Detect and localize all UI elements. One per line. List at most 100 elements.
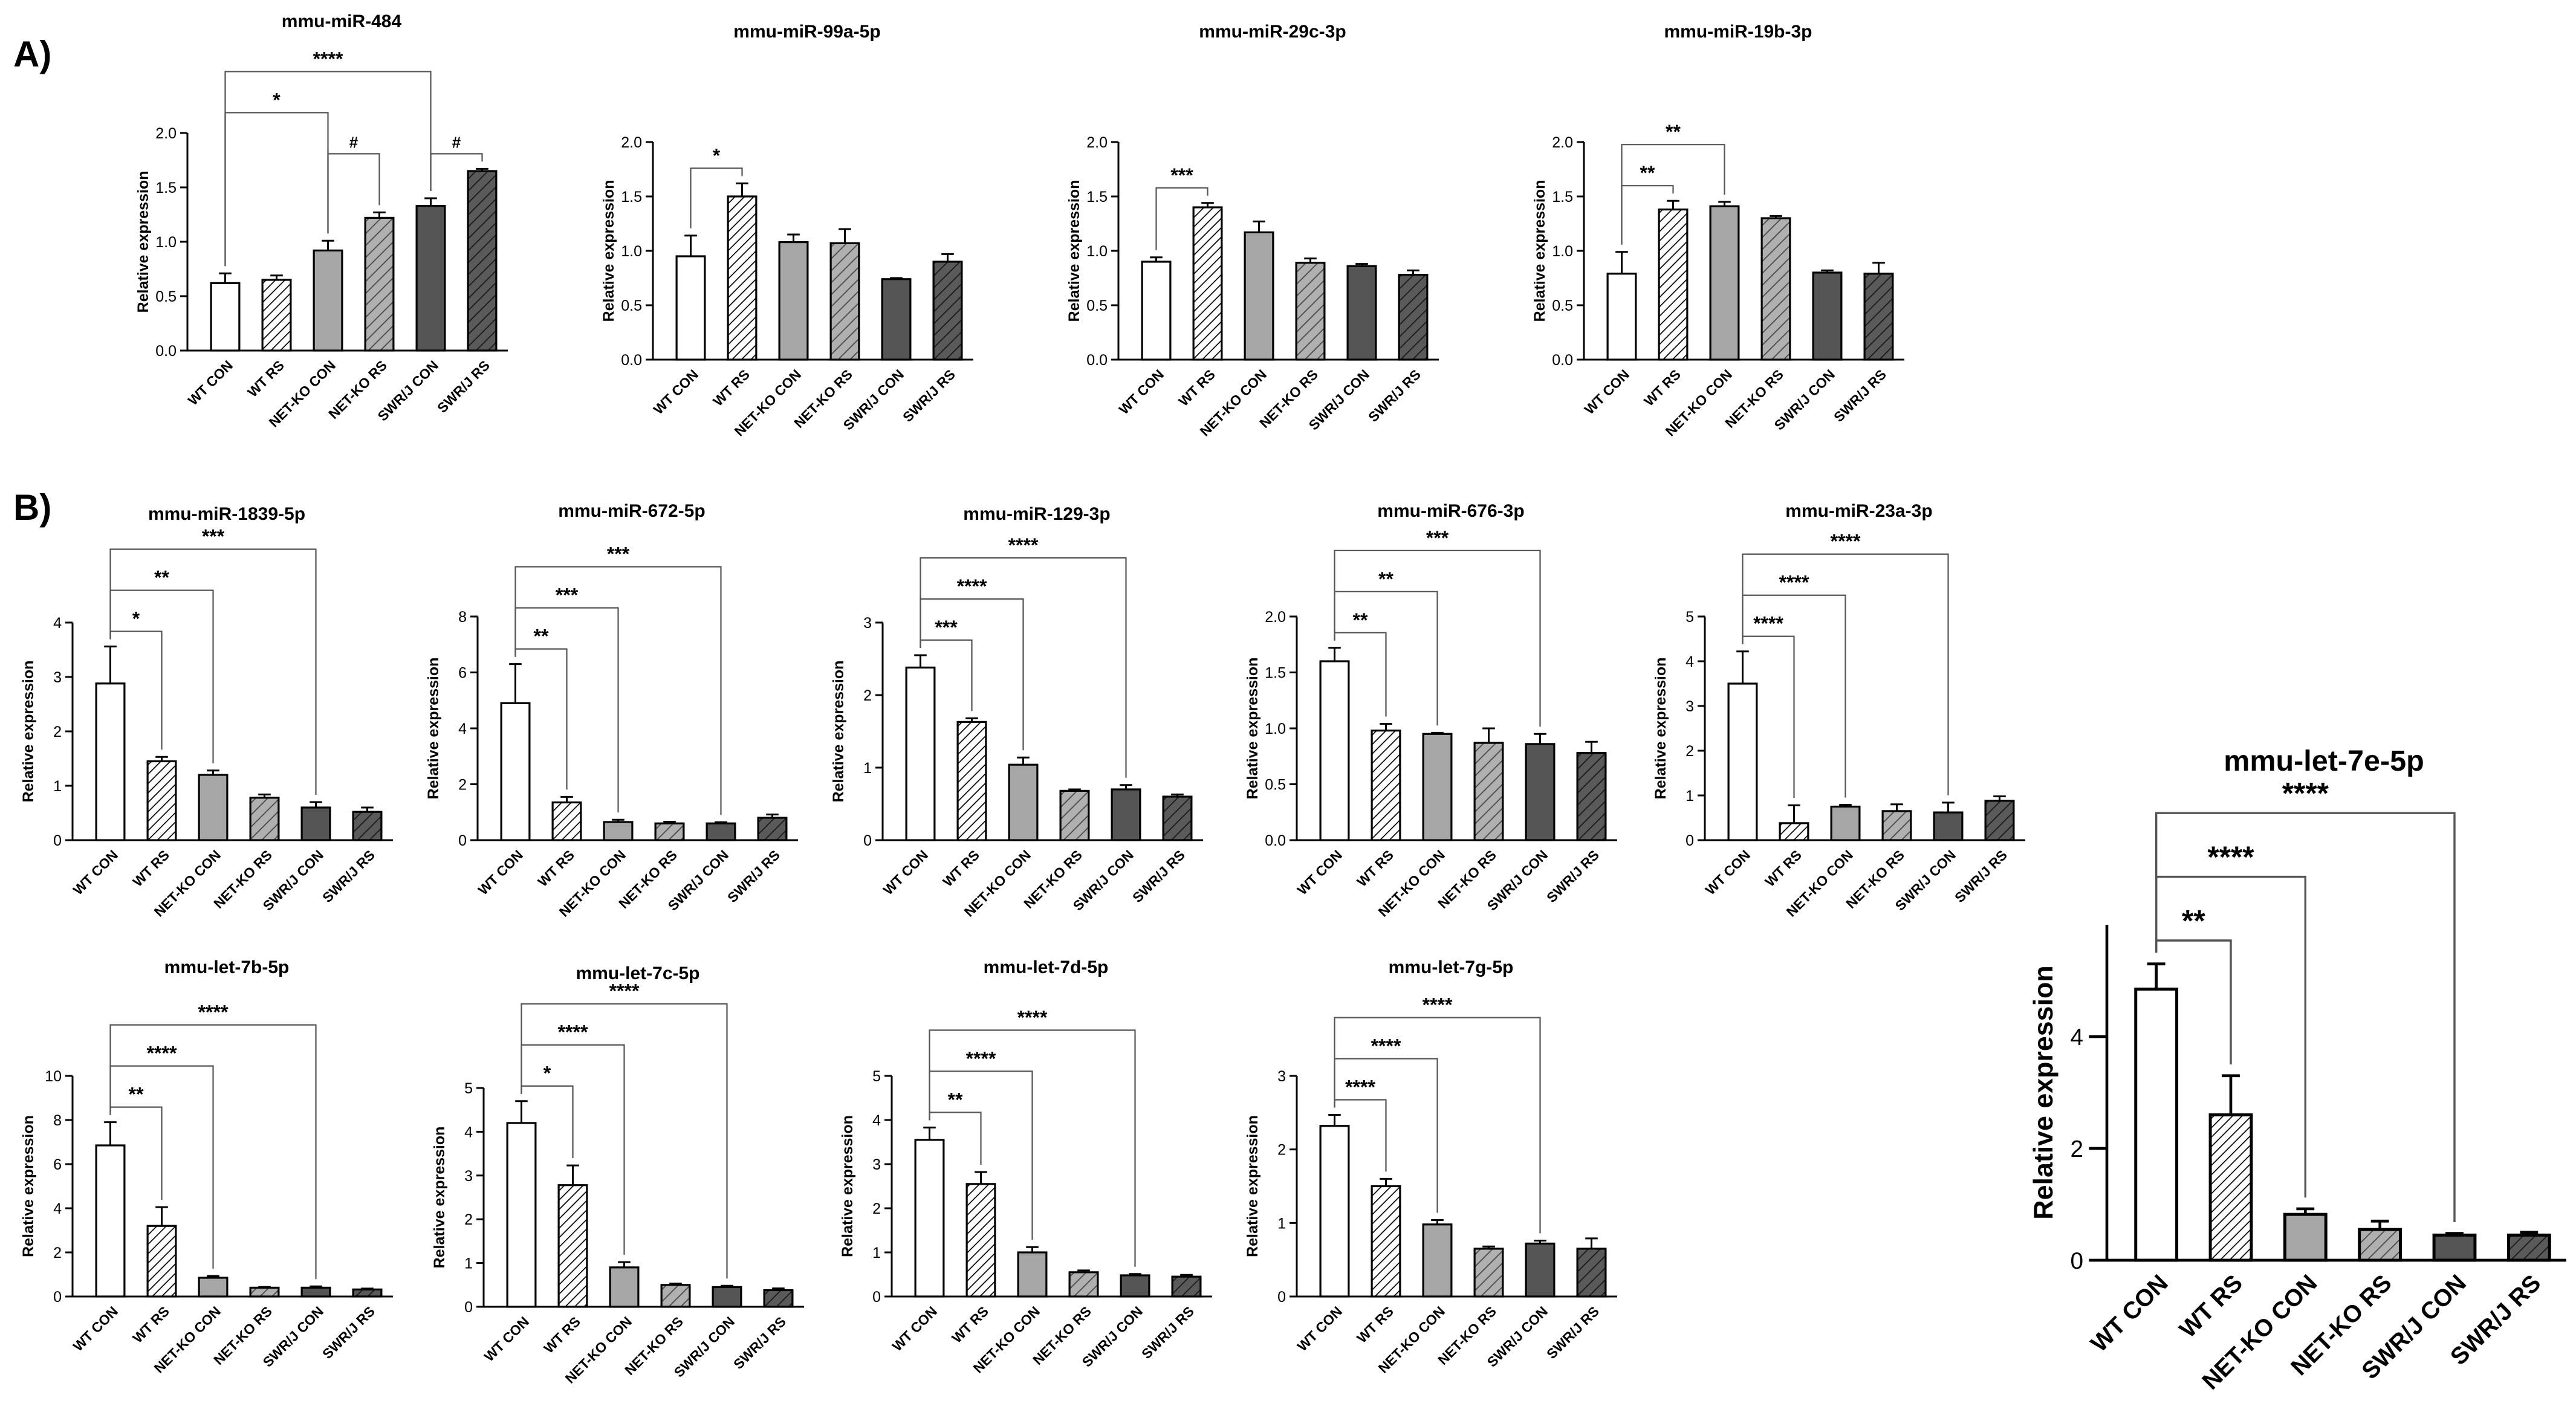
significance-label: *: [543, 1063, 551, 1084]
significance-label: **: [534, 626, 549, 647]
x-tick-label: WT RS: [2175, 1270, 2248, 1343]
significance-bracket: [514, 566, 722, 815]
significance-label: **: [2182, 904, 2205, 938]
y-tick-label: 0: [53, 1289, 62, 1306]
x-tick-label: WT CON: [1582, 366, 1632, 417]
x-tick-label: WT CON: [650, 366, 701, 417]
y-tick-label: 1.0: [155, 234, 177, 251]
x-tick-label: SWR/J RS: [900, 366, 958, 425]
panel-label-a: A): [13, 34, 52, 74]
bar-swr-j-con: [1346, 265, 1377, 361]
y-tick-label: 2: [1685, 743, 1694, 760]
bar-swr-j-con: [2432, 1233, 2477, 1262]
significance-label: ****: [1423, 994, 1453, 1015]
y-tick-label: 1.0: [1265, 720, 1286, 737]
y-axis-label: Relative expression: [2028, 965, 2059, 1219]
bar-swr-j-rs: [1576, 752, 1607, 841]
y-tick-label: 0: [464, 1299, 473, 1316]
significance-bracket: [929, 1029, 1136, 1267]
bar-wt-con: [500, 702, 531, 841]
y-tick-label: 0.5: [621, 297, 642, 314]
x-tick-label: SWR/J RS: [1951, 847, 2010, 905]
significance-bracket: [690, 167, 743, 228]
y-tick-label: 1.5: [1552, 189, 1573, 206]
y-tick-label: 2: [458, 777, 467, 794]
significance-label: ****: [1017, 1006, 1048, 1028]
bar-swr-j-rs: [1576, 1248, 1607, 1298]
bar-net-ko-con: [2283, 1212, 2328, 1262]
bar-wt-con: [95, 1144, 126, 1298]
y-tick-label: 10: [45, 1068, 62, 1085]
bar-net-ko-rs: [829, 242, 860, 361]
y-tick-label: 0.5: [1265, 777, 1286, 794]
y-axis-label: Relative expression: [1531, 180, 1548, 322]
y-tick-label: 3: [863, 615, 872, 632]
significance-label: ****: [198, 1002, 229, 1023]
y-tick-label: 8: [458, 609, 467, 626]
x-tick-label: SWR/J RS: [1365, 366, 1424, 425]
bar-net-ko-con: [1830, 805, 1861, 841]
bar-net-ko-con: [198, 1277, 229, 1298]
x-tick-label: WT RS: [939, 847, 982, 890]
significance-label: ****: [957, 575, 987, 597]
bar-net-ko-rs: [1473, 742, 1504, 841]
bar-wt-con: [1319, 660, 1350, 841]
bar-net-ko-con: [1244, 231, 1274, 361]
y-tick-label: 0.5: [1086, 297, 1108, 314]
bar-swr-j-con: [300, 1286, 331, 1298]
bar-wt-rs: [1192, 206, 1223, 361]
x-tick-label: WT RS: [1762, 847, 1805, 890]
chart-title: mmu-miR-1839-5p: [148, 504, 305, 524]
bar-swr-j-rs: [932, 261, 963, 361]
y-axis-label: Relative expression: [830, 661, 847, 803]
y-tick-label: 1.5: [621, 189, 642, 206]
y-tick-label: 2: [2071, 1136, 2084, 1162]
y-tick-label: 3: [1277, 1068, 1286, 1085]
y-tick-label: 0: [2071, 1248, 2084, 1274]
bar-swr-j-rs: [467, 170, 498, 352]
y-axis-label: Relative expression: [20, 1115, 37, 1257]
y-tick-label: 0: [458, 832, 467, 849]
x-tick-label: WT RS: [1354, 1303, 1397, 1346]
y-tick-label: 0.0: [1086, 352, 1108, 369]
y-tick-label: 2: [1277, 1142, 1286, 1159]
bar-swr-j-rs: [352, 1288, 383, 1298]
significance-label: ****: [147, 1043, 177, 1064]
bar-wt-con: [210, 282, 241, 352]
y-tick-label: 2.0: [621, 134, 642, 151]
significance-label: #: [452, 133, 461, 151]
x-tick-label: WT RS: [534, 847, 577, 890]
chart-title: mmu-let-7c-5p: [576, 963, 699, 983]
bar-net-ko-rs: [1881, 810, 1912, 841]
chart-title: mmu-miR-672-5p: [558, 501, 705, 521]
bar-wt-rs: [551, 801, 582, 841]
bar-swr-j-rs: [1171, 1275, 1202, 1298]
y-tick-label: 5: [464, 1080, 473, 1097]
y-tick-label: 1: [1277, 1215, 1286, 1232]
bar-swr-j-rs: [2506, 1233, 2551, 1262]
y-axis-label: Relative expression: [1244, 1115, 1261, 1257]
significance-label: ***: [1170, 164, 1193, 186]
chart-title: mmu-let-7e-5p: [2224, 745, 2424, 777]
x-tick-label: WT CON: [889, 1303, 940, 1354]
chart-title: mmu-miR-99a-5p: [733, 22, 880, 42]
x-tick-label: WT CON: [70, 847, 121, 898]
bar-net-ko-rs: [2358, 1228, 2402, 1262]
y-axis-label: Relative expression: [600, 180, 617, 322]
bar-swr-j-con: [300, 806, 331, 841]
y-axis-label: Relative expression: [1652, 658, 1669, 800]
bar-swr-j-con: [706, 822, 736, 841]
bar-swr-j-con: [1812, 271, 1843, 361]
y-tick-label: 1.0: [1086, 243, 1108, 260]
significance-bracket: [521, 1003, 728, 1279]
bar-wt-rs: [1371, 1185, 1401, 1298]
x-tick-label: SWR/J RS: [1543, 1303, 1602, 1362]
x-tick-label: WT RS: [540, 1313, 583, 1356]
x-tick-label: SWR/J RS: [730, 1313, 789, 1372]
bar-net-ko-con: [1422, 733, 1453, 841]
y-tick-label: 0: [53, 832, 62, 849]
significance-label: **: [154, 567, 169, 589]
chart-mmu-mir-672-5p: mmu-miR-672-5p 0 2 4 6 8 Relative expression WT…: [425, 501, 798, 920]
